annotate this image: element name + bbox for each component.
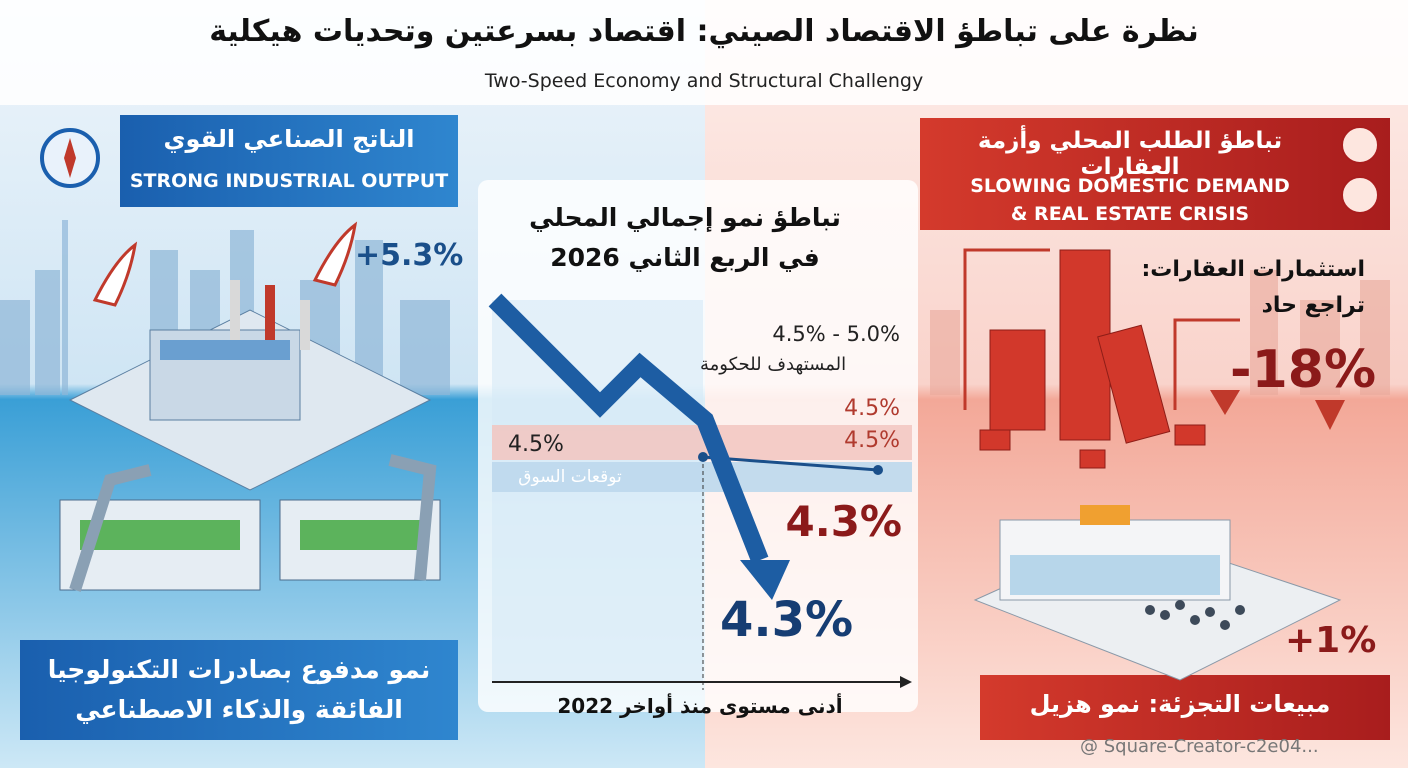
center-title: تباطؤ نمو إجمالي المحلي في الربع الثاني …	[500, 198, 870, 278]
market-label: توقعات السوق	[518, 467, 622, 487]
target-label: المستهدف للحكومة	[700, 354, 847, 375]
right-title-en: SLOWING DOMESTIC DEMAND & REAL ESTATE CR…	[925, 172, 1335, 228]
right-title-line: & REAL ESTATE CRISIS	[1010, 203, 1250, 225]
retail-value: +1%	[1285, 620, 1377, 661]
right-title-ar: تباطؤ الطلب المحلي وأزمة العقارات	[977, 128, 1283, 180]
center-title-line: في الربع الثاني 2026	[550, 243, 820, 272]
right-title-line: SLOWING DOMESTIC DEMAND	[970, 175, 1290, 197]
actual-value-red: 4.3%	[785, 497, 902, 546]
target-value: 4.5%	[844, 396, 900, 421]
left-title-en: STRONG INDUSTRIAL OUTPUT	[129, 170, 449, 192]
footer-line: الفائقة والذكاء الاصطناعي	[75, 695, 403, 724]
axis-caption: أدنى مستوى منذ أواخر 2022	[557, 694, 843, 718]
retail-label: مبيعات التجزئة: نمو هزيل	[1029, 690, 1331, 718]
actual-value-blue: 4.3%	[720, 592, 854, 648]
real-estate-label-line: استثمارات العقارات:	[1141, 257, 1365, 282]
subtitle: Two-Speed Economy and Structural Challen…	[484, 70, 924, 92]
market-value: 4.5%	[508, 432, 564, 457]
title: نظرة على تباطؤ الاقتصاد الصيني: اقتصاد ب…	[209, 14, 1199, 49]
footer-line: نمو مدفوع بصادرات التكنولوجيا	[47, 655, 431, 684]
target-band-value: 4.5%	[844, 428, 900, 453]
industrial-value: +5.3%	[355, 238, 464, 273]
real-estate-value: -18%	[1230, 340, 1377, 400]
watermark: @ Square-Creator-c2e04...	[1080, 736, 1319, 757]
center-title-line: تباطؤ نمو إجمالي المحلي	[529, 203, 841, 232]
target-range: 4.5% - 5.0%	[772, 322, 900, 346]
real-estate-label-line: تراجع حاد	[1261, 293, 1365, 318]
real-estate-label: استثمارات العقارات: تراجع حاد	[1140, 252, 1365, 324]
left-title-ar: الناتج الصناعي القوي	[163, 125, 415, 153]
left-footer: نمو مدفوع بصادرات التكنولوجيا الفائقة وا…	[20, 650, 458, 730]
